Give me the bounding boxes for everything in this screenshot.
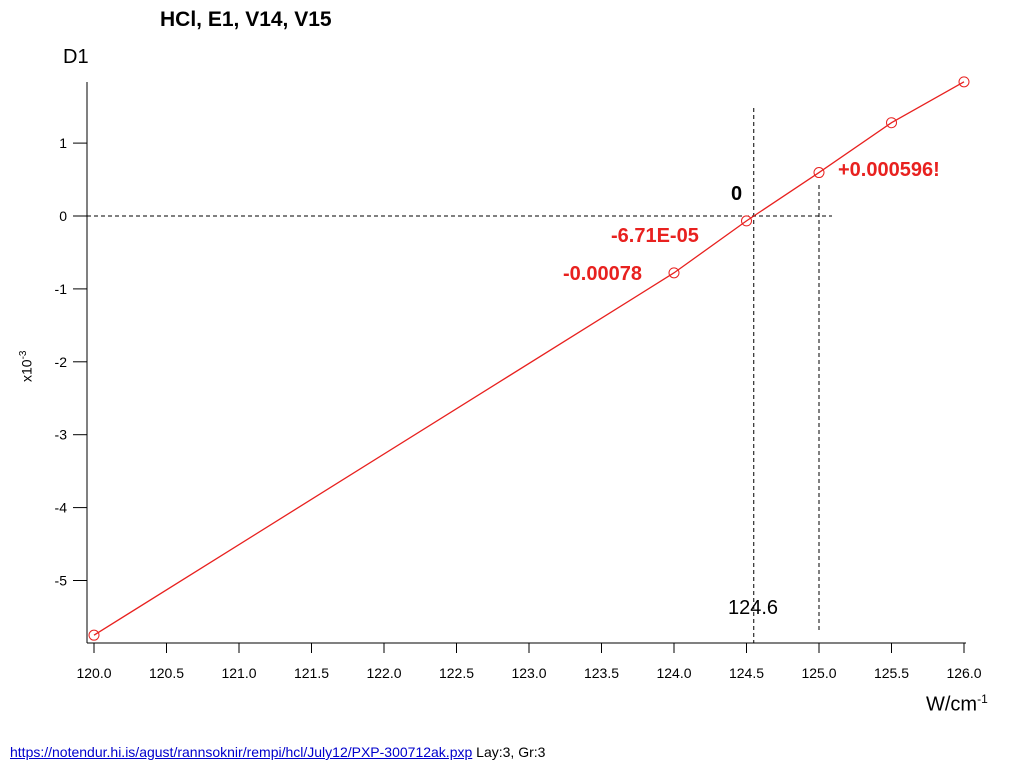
x-tick-label: 123.5 xyxy=(584,665,619,681)
series-line xyxy=(93,81,965,636)
annotation-plus-value: +0.000596! xyxy=(838,159,940,181)
data-point xyxy=(88,629,100,641)
y-axis-multiplier: x10-3 xyxy=(18,351,35,382)
crossing-value-label: 124.6 xyxy=(728,597,778,619)
x-tick-label: 121.0 xyxy=(221,665,256,681)
y-tick-label: -5 xyxy=(55,573,68,589)
annotation-negative: -0.00078 xyxy=(563,263,642,285)
x-tick-label: 121.5 xyxy=(294,665,329,681)
y-tick-label: -3 xyxy=(55,427,68,443)
x-axis-label-exponent: -1 xyxy=(977,692,988,706)
x-tick-label: 124.5 xyxy=(729,665,764,681)
multiplier-exponent: -3 xyxy=(18,350,29,360)
data-point xyxy=(741,215,752,227)
x-axis-label-base: W/cm xyxy=(926,693,978,716)
layout-info: Lay:3, Gr:3 xyxy=(476,744,546,760)
y-tick-label: 1 xyxy=(59,135,67,151)
y-tick-label: -1 xyxy=(55,281,68,297)
x-tick-label: 120.5 xyxy=(149,665,184,681)
annotation-zero: 0 xyxy=(731,183,743,205)
y-axis-label: D1 xyxy=(63,46,89,68)
x-tick-label: 120.0 xyxy=(76,665,111,681)
x-tick-label: 124.0 xyxy=(656,665,691,681)
data-point xyxy=(958,76,970,88)
x-axis-label: W/cm-1 xyxy=(926,692,988,717)
x-tick-label: 125.5 xyxy=(874,665,909,681)
x-tick-label: 125.0 xyxy=(801,665,836,681)
multiplier-base: x10 xyxy=(18,359,35,382)
y-tick-label: 0 xyxy=(59,208,67,224)
y-tick-label: -4 xyxy=(55,500,68,516)
data-point xyxy=(886,117,897,129)
data-point xyxy=(668,267,680,279)
data-point xyxy=(813,167,825,179)
y-tick-label: -2 xyxy=(55,354,68,370)
annotation-small-negative: -6.71E-05 xyxy=(611,225,699,247)
x-tick-label: 123.0 xyxy=(511,665,546,681)
x-tick-label: 122.0 xyxy=(366,665,401,681)
x-tick-label: 126.0 xyxy=(946,665,981,681)
chart-title: HCl, E1, V14, V15 xyxy=(160,8,332,31)
source-link[interactable]: https://notendur.hi.is/agust/rannsoknir/… xyxy=(10,744,473,760)
footer: https://notendur.hi.is/agust/rannsoknir/… xyxy=(10,744,545,760)
x-tick-label: 122.5 xyxy=(439,665,474,681)
